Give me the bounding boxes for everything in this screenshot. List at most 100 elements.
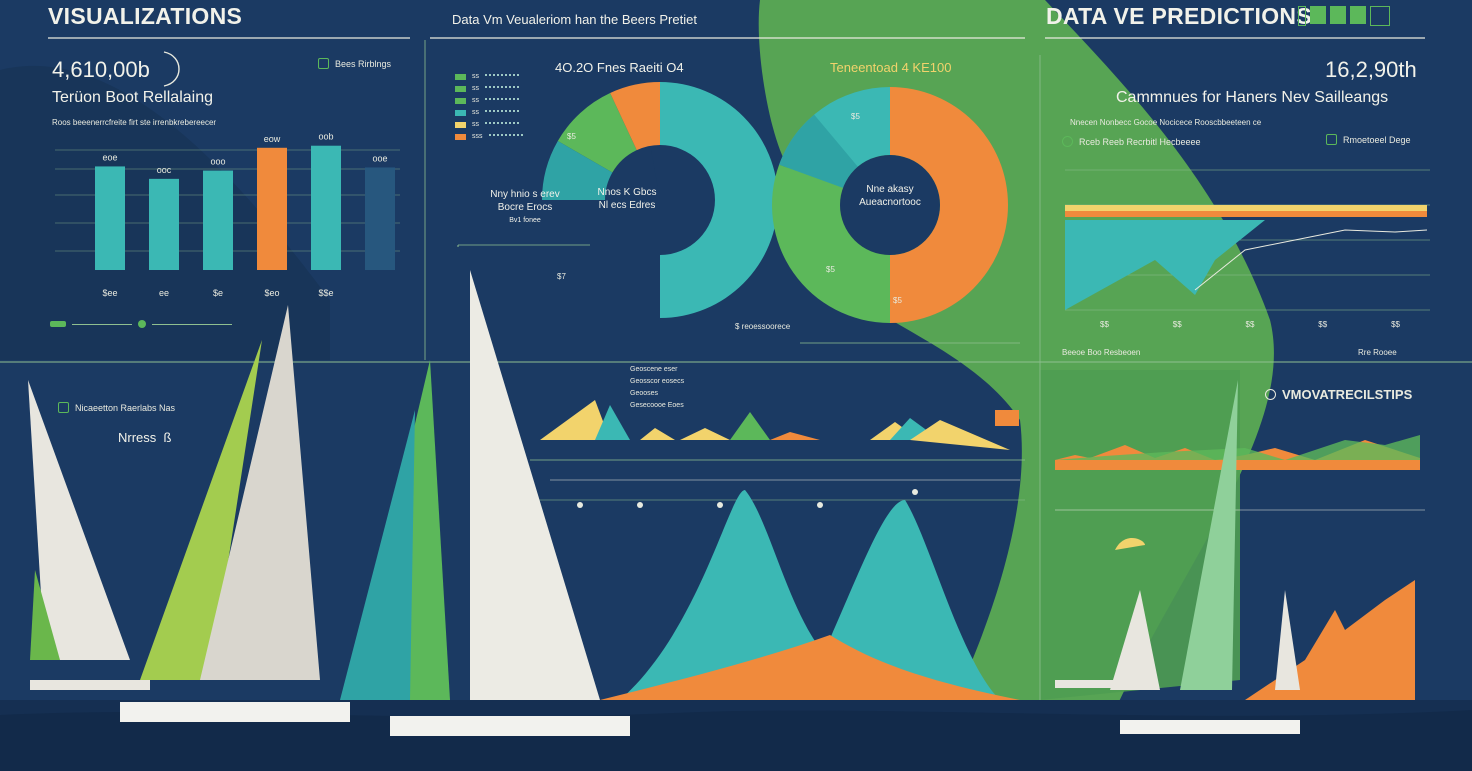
bar-top-label: ooo xyxy=(210,157,225,167)
bar-bottom-label: $$e xyxy=(318,288,333,298)
bar xyxy=(311,145,341,270)
right-legend-left: Rceb Reeb Recrbitl Hecbeeee xyxy=(1062,136,1201,147)
right-title: DATA VE PREDICTIONS xyxy=(1046,3,1312,29)
wave-yellow-5 xyxy=(910,420,1010,450)
legend-row: ss xyxy=(455,73,523,80)
sail-white-5 xyxy=(1275,590,1300,690)
left-metric-label: Terüon Boot Rellalaing xyxy=(52,89,213,106)
hull-5 xyxy=(1055,680,1145,688)
wave-legend-row: Geooses xyxy=(630,390,659,397)
sail-white-2 xyxy=(200,305,320,680)
sail-green-1 xyxy=(30,570,60,660)
right-yellow-blob xyxy=(1115,538,1145,550)
wave-legend-row: Gesecoooe Eoes xyxy=(630,402,684,409)
sail-white-3 xyxy=(470,270,600,700)
left-metric-value: 4,610,00b xyxy=(52,57,150,82)
legend-row: ss xyxy=(455,109,523,116)
pie2-slice-orange xyxy=(890,87,1008,323)
bar xyxy=(95,166,125,270)
bar-top-label: oob xyxy=(318,132,333,142)
right-wave-orange xyxy=(1055,440,1420,470)
wave-yellow-1 xyxy=(540,400,610,440)
bar-bottom-label: ee xyxy=(159,288,169,298)
pie1-outer-label: $7 xyxy=(557,272,566,281)
bar xyxy=(203,170,233,270)
orange-marker xyxy=(995,410,1019,426)
left-title: VISUALIZATIONS xyxy=(48,3,243,29)
pie1-label: 4O.2O Fnes Raeiti O4 xyxy=(555,60,684,75)
pie2-inner-label: $5 xyxy=(851,112,860,121)
bar xyxy=(257,147,287,270)
legend-circle-icon xyxy=(1062,136,1073,147)
hull-2 xyxy=(120,702,350,722)
bar xyxy=(365,167,395,270)
x-tick-label: $$ xyxy=(1391,320,1400,329)
center-axes xyxy=(457,244,1020,344)
pie1-slice-teal-dark xyxy=(542,141,613,200)
x-tick-label: $$ xyxy=(1318,320,1328,329)
bracket-icon xyxy=(163,51,180,87)
right-caption: Nnecen Nonbecc Gocoe Nocicece Rooscbbeet… xyxy=(1070,118,1262,127)
lower-left-value: Nrress ß xyxy=(118,430,172,445)
bar-top-label: eoe xyxy=(102,152,117,162)
center-legend: ss ss ss ss ss sss xyxy=(455,73,523,140)
wave-legend: Geoscene eser Geosscor eosecs Geooses Gesec… xyxy=(630,366,684,409)
pie2-slice-teal-dark xyxy=(779,114,858,188)
wave-teal-1 xyxy=(595,405,630,440)
right-bottom-legend-right: Rre Rooee xyxy=(1358,348,1397,357)
wave-green-1 xyxy=(730,412,770,440)
center-wave-chart xyxy=(530,400,1025,700)
section-circle-icon xyxy=(1265,389,1276,400)
x-tick-label: $$ xyxy=(1100,320,1109,329)
right-legend-right: Rmoetoeel Dege xyxy=(1326,134,1411,145)
sail-white-1 xyxy=(28,380,130,660)
pie2-center-label: Nne akasy Aueacnortooc xyxy=(859,184,921,208)
right-lower-chart xyxy=(1055,435,1425,700)
center-bottom-legend: $ reoessoorece xyxy=(735,322,791,331)
legend-row: ss xyxy=(455,121,523,128)
sail-white-4 xyxy=(1110,590,1160,690)
right-x-ticks: $$ $$ $$ $$ $$ xyxy=(1100,320,1400,329)
bar-top-label: ooc xyxy=(157,165,172,175)
x-tick-label: $$ xyxy=(1172,320,1182,329)
left-caption: Roos beeenerrcfreite firt ste irrenbkreb… xyxy=(52,118,217,127)
lower-left-legend: Nicaeetton Raerlabs Nas xyxy=(58,402,175,413)
right-metric-label: Cammnues for Haners Nev Sailleangs xyxy=(1116,89,1389,106)
legend-row: ss xyxy=(455,97,523,104)
pie2-slice-green xyxy=(772,164,890,323)
area-teal xyxy=(1065,220,1265,310)
mountain-orange xyxy=(600,635,1020,700)
sail-green-2 xyxy=(140,340,262,680)
right-mountain-orange xyxy=(1245,580,1415,700)
right-wave-green xyxy=(1055,435,1420,460)
pie1-slice-orange xyxy=(610,82,660,151)
left-bar-chart: eoe $ee ooc ee ooo $e eow $eo oob $$e ooe xyxy=(55,132,400,298)
pie1-slice-green xyxy=(557,93,637,173)
legend-row: sss xyxy=(455,133,523,140)
pie-charts xyxy=(542,82,1008,323)
bar-bottom-label: $eo xyxy=(264,288,279,298)
wave-legend-row: Geosscor eosecs xyxy=(630,378,685,385)
right-metric-value: 16,2,90th xyxy=(1325,57,1417,82)
header-bars-icon xyxy=(1298,6,1390,26)
pie1-center-label: Nnos K Gbcs Nl ecs Edres xyxy=(597,187,657,211)
left-legend: Bees Rirblngs xyxy=(318,58,391,69)
mountain-teal-1 xyxy=(620,490,830,700)
right-area-chart xyxy=(1065,169,1430,311)
wave-yellow-2 xyxy=(640,428,675,440)
pie1-inner-label: $5 xyxy=(567,132,576,141)
legend-box-icon xyxy=(1326,134,1337,145)
sailboats xyxy=(28,270,1300,736)
sail-teal-1 xyxy=(340,410,415,700)
bar-bottom-label: $ee xyxy=(102,288,117,298)
wave-yellow-3 xyxy=(680,428,730,440)
legend-row: ss xyxy=(455,85,523,92)
wave-orange-1 xyxy=(770,432,820,440)
right-bottom-legend-left: Beeoe Boo Resbeoen xyxy=(1062,348,1141,357)
pie2-label: Teneentoad 4 KE100 xyxy=(830,60,952,75)
hull-1 xyxy=(30,680,150,690)
pie1-side-label: Nny hnio s erev Bocre Erocs Bv1 fonee xyxy=(490,189,560,224)
area-yellow-band xyxy=(1065,205,1427,211)
left-slider[interactable] xyxy=(50,320,232,328)
